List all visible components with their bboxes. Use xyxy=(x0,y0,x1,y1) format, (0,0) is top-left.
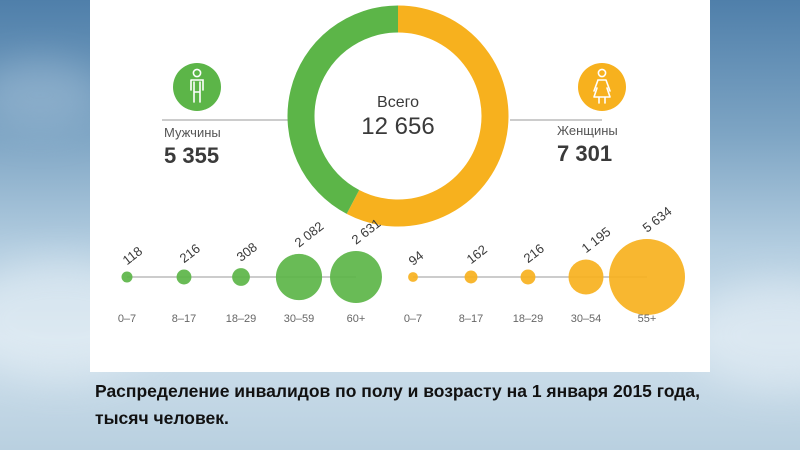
women-value-label: 1 195 xyxy=(579,224,614,256)
men-value-label: 308 xyxy=(234,239,260,264)
men-category-label: 18–29 xyxy=(226,313,257,325)
men-badge-circle xyxy=(173,63,221,111)
caption: Распределение инвалидов по полу и возрас… xyxy=(95,381,700,428)
disability-infographic: Всего 12 656 Мужчины 5 355 Женщины 7 301… xyxy=(118,5,685,325)
donut-center-label: Всего xyxy=(377,94,419,111)
female-person-icon xyxy=(593,68,611,104)
women-bubble xyxy=(568,259,604,295)
donut-slice-women xyxy=(346,5,509,227)
men-bubble xyxy=(275,253,323,301)
men-category-label: 60+ xyxy=(347,313,366,325)
men-value-label: 216 xyxy=(177,241,203,266)
women-total: 7 301 xyxy=(557,141,612,166)
men-category-label: 8–17 xyxy=(172,313,196,325)
women-age-bubbles: 94 0–7 162 8–17 216 18–29 1 195 30–54 5 634 55+ xyxy=(404,204,685,325)
women-label: Женщины xyxy=(557,123,618,138)
women-bubble xyxy=(408,272,418,282)
men-category-label: 30–59 xyxy=(284,313,315,325)
women-badge xyxy=(578,63,626,111)
men-bubble xyxy=(176,269,192,285)
men-value-label: 2 082 xyxy=(292,218,327,250)
women-value-label: 216 xyxy=(521,241,547,266)
infographic-card: Всего 12 656 Мужчины 5 355 Женщины 7 301… xyxy=(90,0,710,372)
men-category-label: 0–7 xyxy=(118,313,136,325)
donut-slice-men xyxy=(287,5,399,214)
women-value-label: 162 xyxy=(464,242,490,267)
women-bubble xyxy=(464,270,478,284)
men-value-label: 118 xyxy=(120,243,146,268)
men-label: Мужчины xyxy=(164,125,221,140)
men-total: 5 355 xyxy=(164,143,219,168)
women-category-label: 55+ xyxy=(638,313,657,325)
women-category-label: 0–7 xyxy=(404,313,422,325)
women-category-label: 30–54 xyxy=(571,313,602,325)
women-category-label: 18–29 xyxy=(513,313,544,325)
donut-chart xyxy=(287,5,509,227)
women-value-label: 94 xyxy=(406,248,427,269)
donut-center-value: 12 656 xyxy=(361,113,434,140)
women-value-label: 5 634 xyxy=(640,204,675,236)
men-bubble xyxy=(330,251,382,303)
women-bubble xyxy=(520,269,536,285)
women-badge-circle xyxy=(578,63,626,111)
male-person-icon xyxy=(190,68,204,103)
men-bubble xyxy=(121,271,133,283)
women-category-label: 8–17 xyxy=(459,313,483,325)
men-badge xyxy=(173,63,221,111)
women-bubble xyxy=(609,239,685,315)
men-bubble xyxy=(232,268,250,286)
